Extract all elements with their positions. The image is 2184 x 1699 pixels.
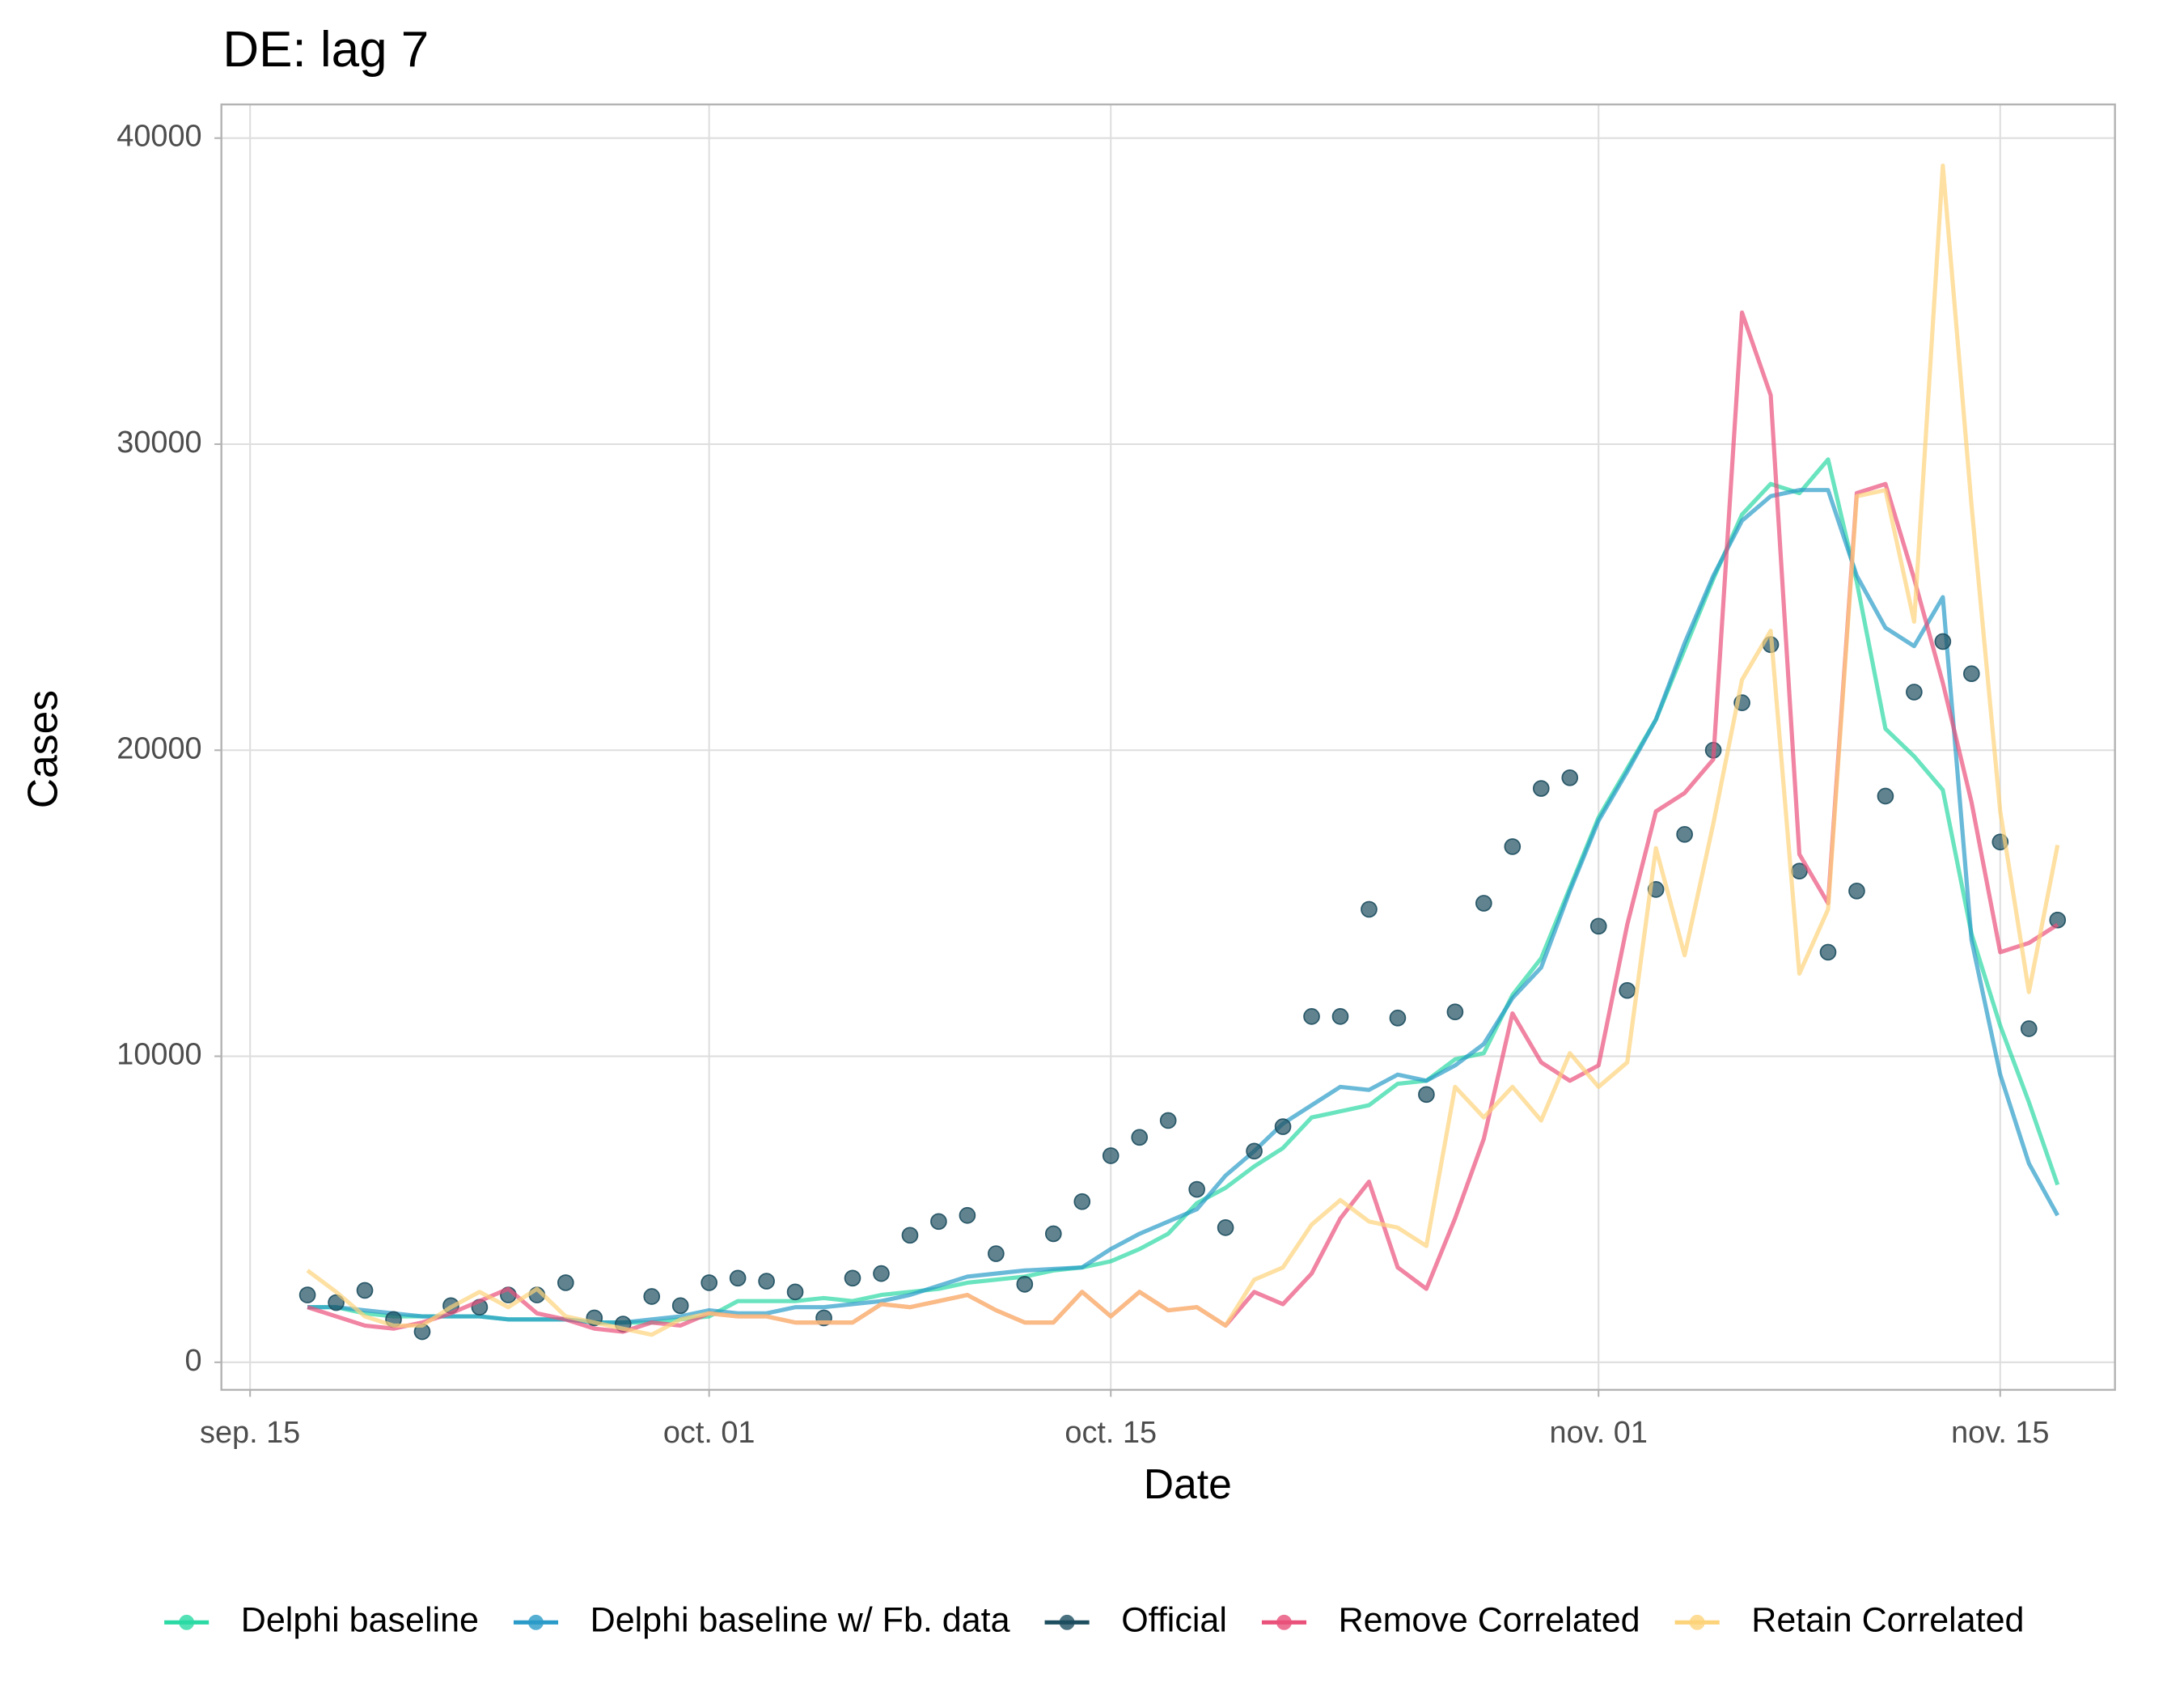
data-point	[1934, 633, 1952, 650]
data-point	[557, 1274, 574, 1291]
data-point	[643, 1288, 661, 1305]
data-point	[1877, 787, 1894, 805]
data-point	[1331, 1008, 1349, 1025]
legend-label: Retain Correlated	[1751, 1601, 2024, 1640]
data-point	[873, 1265, 890, 1282]
data-point	[1159, 1112, 1177, 1129]
data-point	[1102, 1147, 1120, 1164]
data-point	[1073, 1193, 1091, 1210]
data-point	[1504, 838, 1522, 855]
data-point	[1418, 1086, 1435, 1104]
data-point	[901, 1227, 919, 1244]
data-point	[786, 1283, 804, 1301]
y-tick-label: 40000	[116, 120, 201, 154]
x-axis-title: Date	[1144, 1460, 1232, 1507]
chart-title: DE: lag 7	[222, 22, 429, 78]
plot-border	[220, 103, 2116, 1392]
x-tick-label: oct. 01	[663, 1416, 756, 1450]
data-point	[1962, 665, 1980, 683]
data-point	[1532, 780, 1550, 797]
legend-key-point	[1276, 1614, 1292, 1630]
plot-marks	[298, 163, 2067, 1341]
data-point	[1819, 943, 1837, 961]
data-point	[1044, 1225, 1062, 1243]
data-point	[758, 1273, 775, 1290]
y-tick-label: 10000	[116, 1038, 201, 1072]
data-point	[356, 1282, 374, 1299]
legend-key-point	[1689, 1614, 1705, 1630]
data-point	[1446, 1003, 1464, 1021]
legend-key-point	[1059, 1614, 1075, 1630]
data-point	[930, 1213, 947, 1231]
data-point	[1188, 1180, 1205, 1198]
legend: Delphi baseline Delphi baseline w/ Fb. da…	[164, 1601, 2024, 1640]
data-point	[1906, 684, 1923, 701]
data-point	[298, 1286, 316, 1303]
legend-key-point	[179, 1614, 195, 1630]
legend-label: Delphi baseline w/ Fb. data	[590, 1601, 1010, 1640]
data-point	[328, 1294, 345, 1311]
data-point	[1676, 825, 1693, 843]
data-point	[1389, 1009, 1407, 1027]
data-point	[844, 1269, 861, 1287]
x-tick-label: nov. 01	[1550, 1416, 1648, 1450]
x-tick-label: sep. 15	[200, 1416, 300, 1450]
legend-key-point	[528, 1614, 544, 1630]
data-point	[1361, 900, 1378, 918]
data-point	[1848, 882, 1865, 900]
data-point	[1619, 981, 1636, 999]
data-point	[1589, 917, 1607, 935]
data-point	[1016, 1276, 1034, 1293]
data-point	[729, 1269, 747, 1287]
data-point	[1561, 769, 1579, 786]
legend-label: Official	[1121, 1601, 1227, 1640]
data-point	[1131, 1129, 1149, 1146]
data-point	[959, 1206, 976, 1224]
y-tick-label: 0	[185, 1344, 202, 1378]
data-point	[2020, 1020, 2038, 1037]
data-point	[1303, 1008, 1320, 1025]
x-tick-label: oct. 15	[1064, 1416, 1157, 1450]
data-point	[1217, 1219, 1234, 1236]
data-point	[671, 1297, 689, 1315]
y-axis-title: Cases	[19, 690, 66, 808]
data-point	[1274, 1118, 1292, 1135]
x-tick-label: nov. 15	[1951, 1416, 2049, 1450]
legend-label: Remove Correlated	[1339, 1601, 1640, 1640]
grid	[221, 104, 2115, 1390]
series-line	[306, 163, 2060, 1337]
data-point	[1246, 1142, 1263, 1160]
data-point	[700, 1274, 717, 1291]
axes: 0 10000 20000 30000 40000 sep. 15 oct. 01 oct. …	[116, 120, 2049, 1450]
legend-label: Delphi baseline	[241, 1601, 479, 1640]
data-point	[1475, 895, 1492, 912]
data-point	[988, 1245, 1005, 1262]
y-tick-label: 20000	[116, 731, 201, 765]
y-tick-label: 30000	[116, 426, 201, 460]
data-point	[2049, 911, 2067, 929]
